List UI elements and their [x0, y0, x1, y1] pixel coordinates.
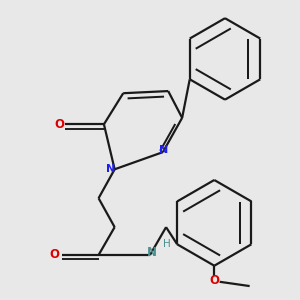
Text: O: O — [54, 118, 64, 131]
Text: H: H — [163, 239, 171, 249]
Text: N: N — [159, 145, 169, 155]
Text: O: O — [209, 274, 219, 287]
Text: O: O — [50, 248, 60, 262]
Text: N: N — [106, 164, 115, 174]
Text: N: N — [147, 246, 157, 260]
